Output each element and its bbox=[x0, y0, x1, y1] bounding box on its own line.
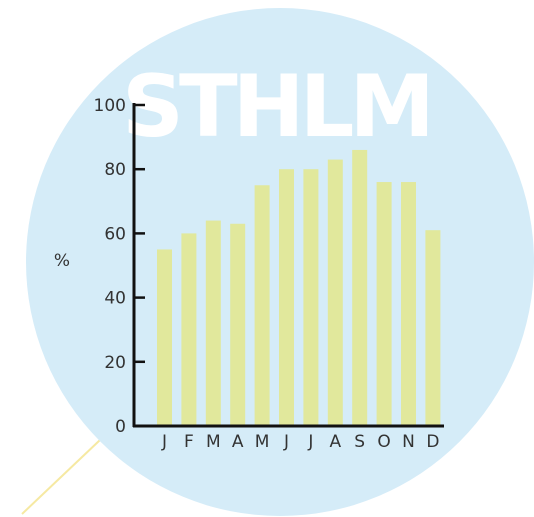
x-category-label-3: M bbox=[206, 432, 221, 452]
bar-9 bbox=[352, 149, 368, 426]
bar-6 bbox=[279, 169, 294, 426]
bar-3 bbox=[205, 220, 221, 426]
x-category-label-5: M bbox=[255, 432, 270, 452]
x-category-label-7: J bbox=[307, 432, 313, 452]
bars-group bbox=[157, 149, 441, 426]
bar-2 bbox=[181, 233, 197, 426]
x-category-label-11: N bbox=[402, 432, 415, 452]
bar-4 bbox=[230, 223, 246, 426]
x-category-label-1: J bbox=[161, 432, 167, 452]
y-tick-label-60: 60 bbox=[104, 224, 126, 244]
x-category-label-12: D bbox=[426, 432, 439, 452]
x-category-label-8: A bbox=[329, 432, 341, 452]
bar-11 bbox=[401, 182, 416, 426]
bar-12 bbox=[425, 230, 441, 426]
y-tick-label-40: 40 bbox=[104, 289, 126, 309]
y-tick-label-0: 0 bbox=[115, 417, 126, 437]
bar-8 bbox=[327, 159, 343, 426]
y-tick-label-80: 80 bbox=[104, 160, 126, 180]
pointer-line bbox=[21, 439, 101, 515]
bar-7 bbox=[303, 169, 319, 426]
y-tick-label-20: 20 bbox=[104, 353, 126, 373]
chart-title: STHLM bbox=[122, 57, 430, 157]
bar-1 bbox=[157, 249, 172, 426]
x-category-label-2: F bbox=[184, 432, 194, 452]
bar-5 bbox=[254, 185, 270, 426]
bar-10 bbox=[376, 182, 392, 426]
y-axis-label: % bbox=[54, 251, 70, 271]
x-category-label-6: J bbox=[283, 432, 289, 452]
x-category-label-10: O bbox=[377, 432, 390, 452]
x-category-label-4: A bbox=[232, 432, 244, 452]
x-category-label-9: S bbox=[354, 432, 365, 452]
y-tick-label-100: 100 bbox=[94, 96, 126, 116]
